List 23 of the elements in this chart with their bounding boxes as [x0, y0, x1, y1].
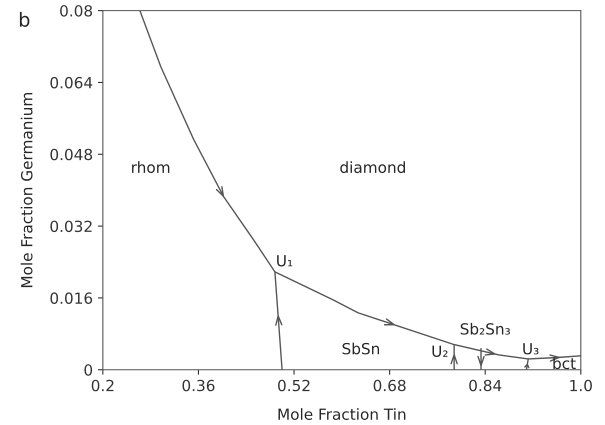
- annotation: rhom: [132, 161, 170, 174]
- annotation: diamond: [340, 161, 405, 174]
- y-tick-label: 0.08: [60, 5, 92, 17]
- x-tick-label: 1.0: [570, 380, 592, 392]
- y-tick-label: 0.048: [50, 148, 92, 160]
- annotation: SbSn: [342, 342, 380, 354]
- y-tick-label: 0: [84, 364, 92, 376]
- annotation: U₁: [277, 255, 292, 266]
- x-tick-label: 0.68: [374, 380, 406, 392]
- text: b: [20, 12, 30, 27]
- y-axis-title: Mole Fraction Germanium: [20, 93, 33, 288]
- x-tick-label: 0.36: [182, 380, 214, 392]
- x-tick-label: 0.2: [92, 380, 114, 392]
- annotation: bct: [553, 357, 576, 370]
- x-axis-title: Mole Fraction Tin: [278, 408, 406, 420]
- x-tick-label: 0.84: [469, 380, 502, 392]
- annotation: U₃: [523, 343, 538, 354]
- x-tick-label: 0.52: [278, 380, 310, 392]
- y-tick-label: 0.016: [50, 292, 92, 304]
- y-tick-label: 0.064: [50, 76, 92, 88]
- annotation: Sb₂Sn₃: [460, 322, 510, 335]
- annotation: U₂: [432, 346, 448, 357]
- y-tick-label: 0.032: [50, 220, 92, 232]
